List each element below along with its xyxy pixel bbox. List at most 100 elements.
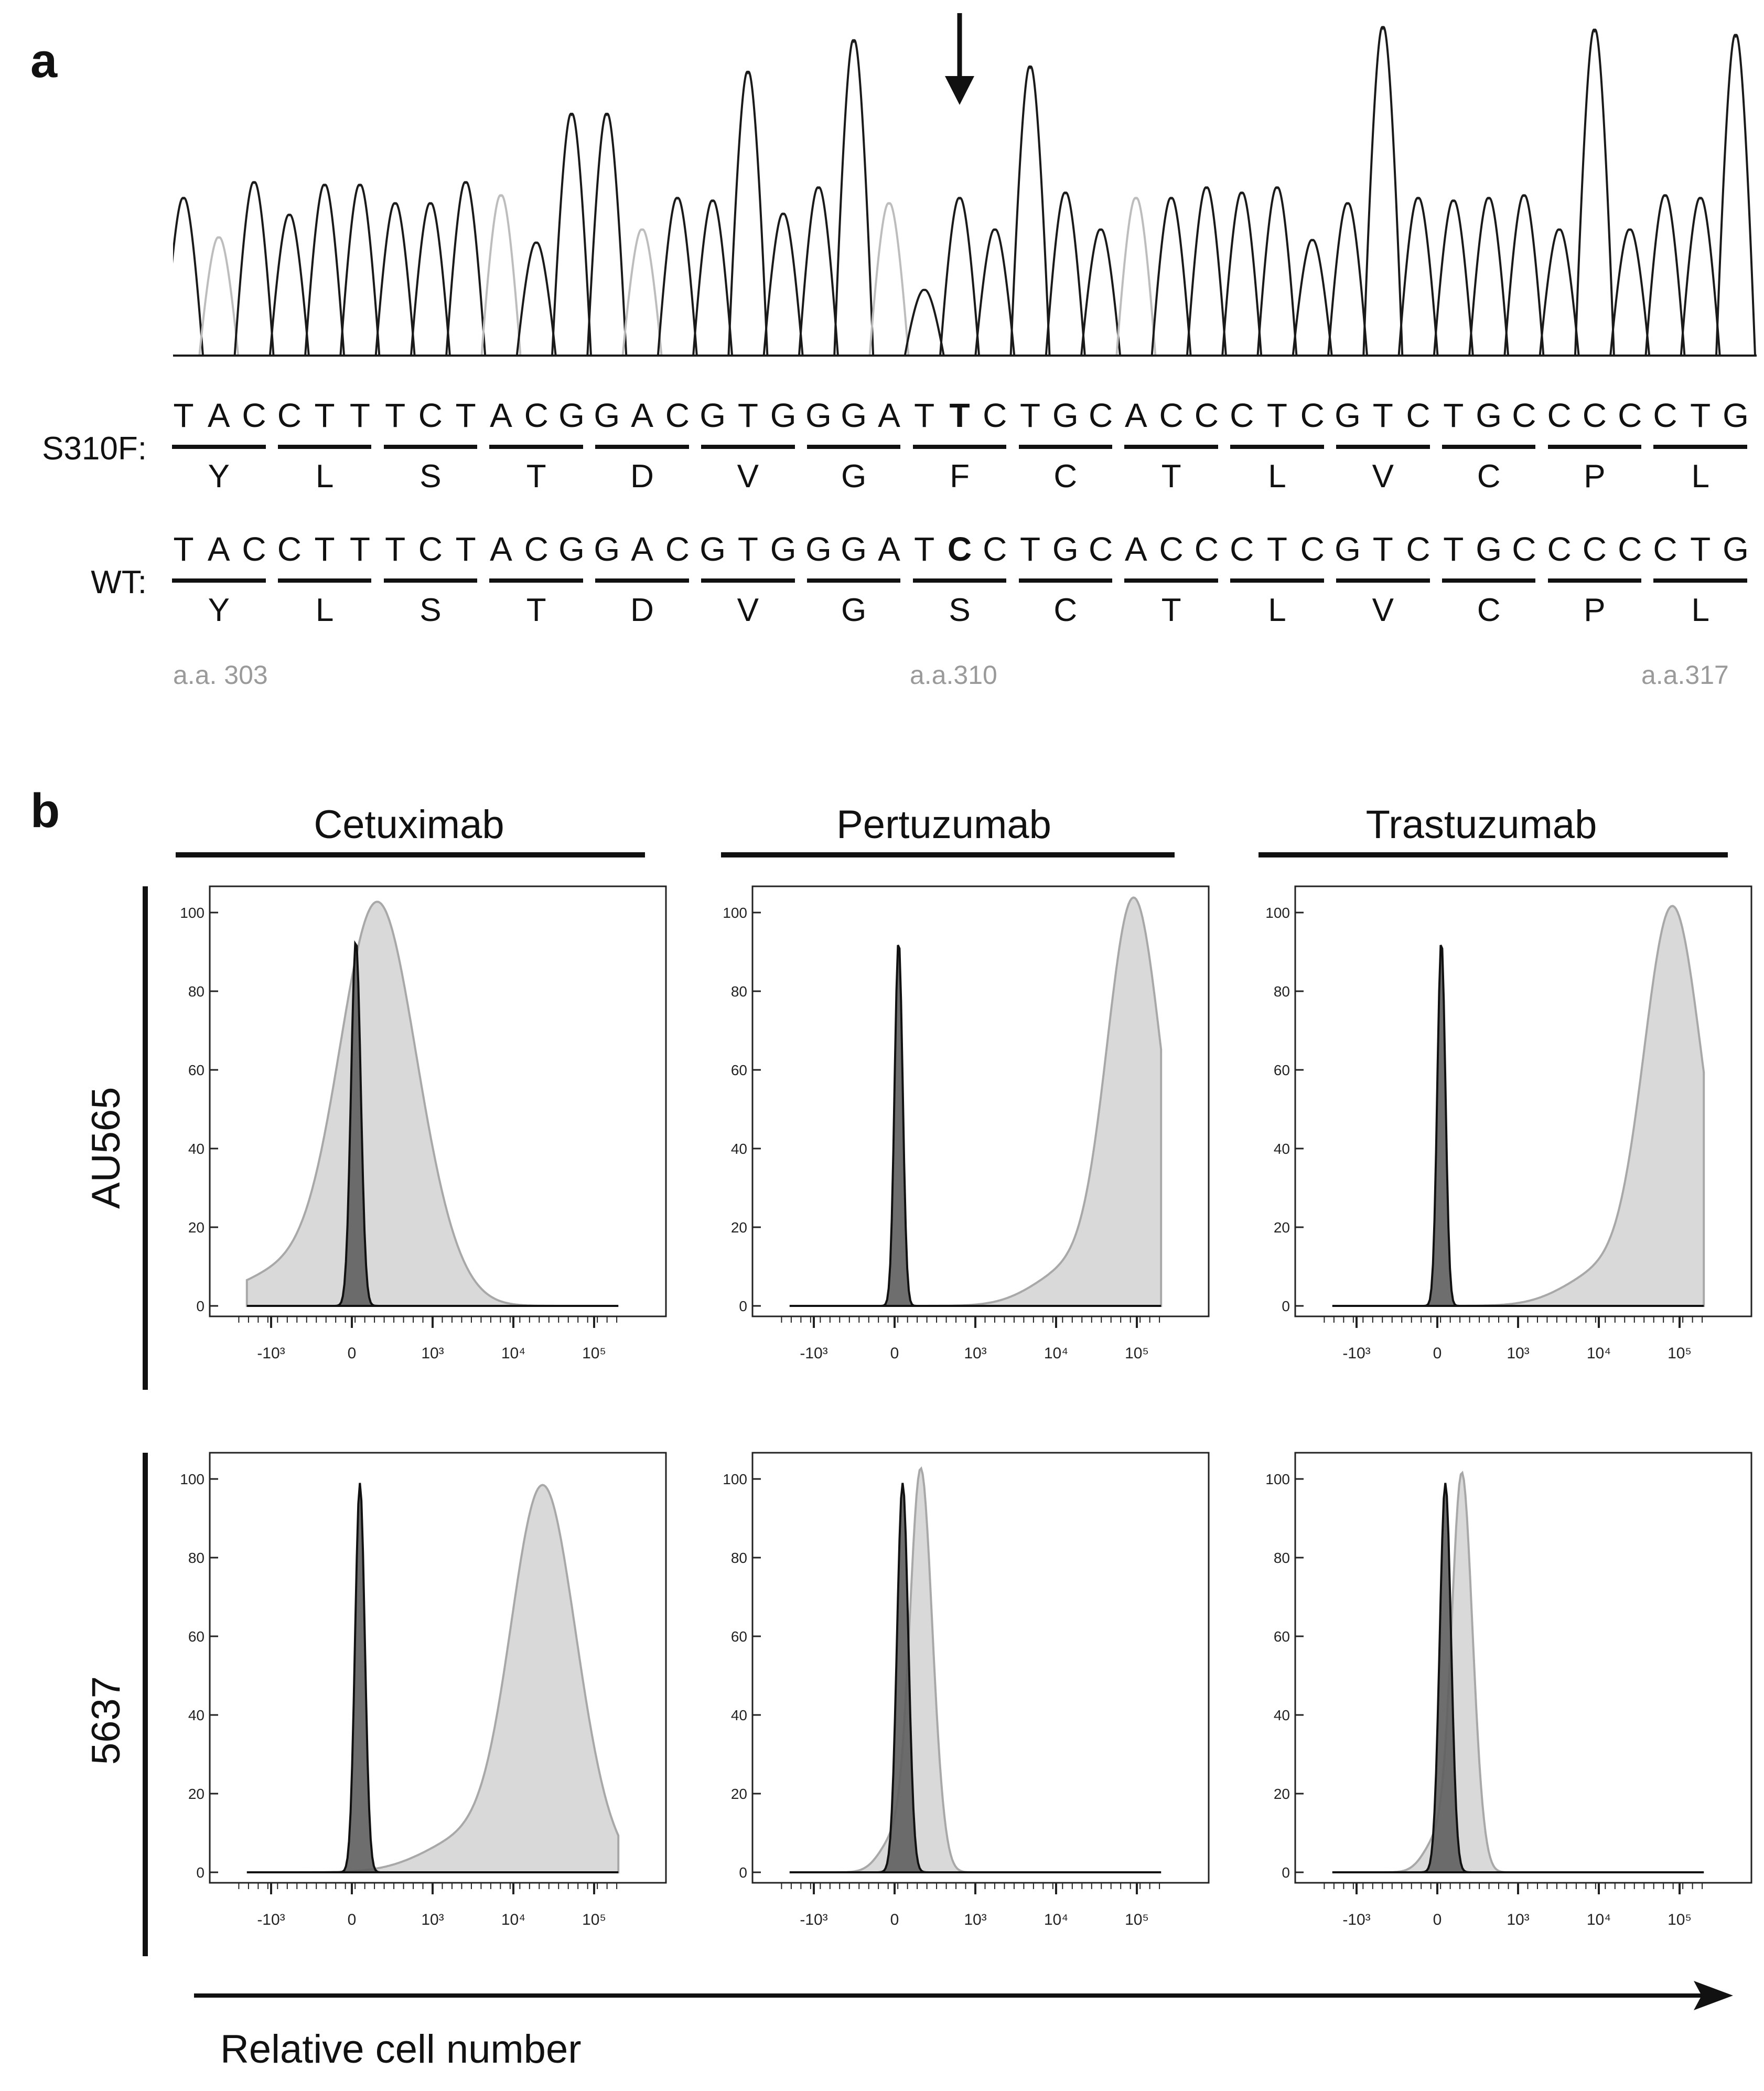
y-tick-label: 20 — [731, 1219, 747, 1236]
base-letter: C — [665, 396, 690, 434]
position-label-303: a.a. 303 — [173, 660, 268, 690]
base-letter: A — [490, 530, 512, 568]
base-letter: C — [242, 530, 266, 568]
codon-underline — [1018, 578, 1113, 583]
base-letter: G — [770, 530, 797, 568]
y-tick-label: 20 — [188, 1219, 205, 1236]
base-letter: C — [1230, 530, 1254, 568]
panel-a-label: a — [30, 34, 58, 88]
base-letter: G — [1476, 530, 1502, 568]
x-tick-label: 10³ — [421, 1345, 444, 1362]
base-letter: C — [1547, 396, 1572, 434]
y-tick-label: 0 — [196, 1864, 205, 1881]
amino-acid-letter: F — [950, 458, 970, 495]
chromatogram-peak — [1503, 194, 1545, 356]
antibody-label-pertuzumab: Pertuzumab — [836, 802, 1051, 847]
chromatogram-peak — [974, 228, 1016, 356]
mutation-arrow-icon — [945, 76, 974, 105]
y-tick-label: 20 — [1274, 1219, 1290, 1236]
base-letter: T — [1372, 530, 1393, 568]
base-letter: C — [1512, 530, 1536, 568]
chromatogram-peak — [1292, 239, 1333, 356]
amino-acid-letter: C — [1477, 592, 1501, 628]
chromatogram-peak — [198, 236, 240, 356]
x-tick-label: 10⁵ — [582, 1345, 606, 1362]
codon-underline — [1653, 445, 1747, 449]
codon-underline — [806, 445, 901, 449]
chromatogram-peak — [727, 70, 769, 356]
codon-underline — [172, 578, 266, 583]
base-letter: T — [1266, 530, 1287, 568]
codon-underline — [489, 578, 583, 583]
y-tick-label: 80 — [731, 1550, 747, 1566]
chromatogram-peak — [621, 228, 663, 356]
y-tick-label: 80 — [1274, 1550, 1290, 1566]
base-letter: C — [1618, 530, 1642, 568]
base-letter: A — [207, 530, 230, 568]
x-axis-arrow — [194, 1981, 1733, 2010]
base-letter: G — [558, 396, 585, 434]
wt-row-label: WT: — [91, 564, 147, 601]
x-tick-label: 10⁴ — [1044, 1911, 1068, 1928]
base-letter: G — [594, 396, 620, 434]
y-tick-label: 20 — [188, 1786, 205, 1802]
x-tick-label: 10⁴ — [1587, 1345, 1611, 1362]
chromatogram-peak — [1362, 26, 1404, 356]
base-letter: A — [1125, 396, 1147, 434]
histogram-panel: 0 20 40 60 80 100 -10³ 0 10³ 10⁴ 10⁵ — [1265, 1452, 1752, 1928]
base-letter: C — [1653, 396, 1677, 434]
chromatogram-peak — [939, 197, 980, 356]
base-letter: T — [314, 530, 335, 568]
chromatogram-peak — [1433, 199, 1474, 356]
codon-underline — [701, 578, 795, 583]
base-letter: A — [490, 396, 512, 434]
codon-underline — [489, 445, 583, 449]
base-letter: G — [805, 530, 832, 568]
x-tick-label: 10³ — [1507, 1911, 1529, 1928]
base-letter: T — [455, 530, 476, 568]
base-letter: A — [878, 530, 900, 568]
base-letter: C — [1300, 530, 1325, 568]
amino-acid-letter: Y — [208, 458, 230, 495]
x-tick-label: 10⁴ — [1044, 1345, 1068, 1362]
y-tick-label: 80 — [188, 983, 205, 1000]
chromatogram-peak — [1715, 34, 1756, 356]
chromatogram-peak — [515, 241, 557, 356]
codon-underline — [1336, 578, 1430, 583]
x-tick-label: -10³ — [1342, 1911, 1370, 1928]
panel-b-label: b — [30, 784, 60, 838]
chromatogram-peak — [1609, 228, 1651, 356]
x-tick-label: 0 — [890, 1911, 899, 1928]
amino-acid-letter: C — [1053, 458, 1078, 495]
base-letter: A — [1125, 530, 1147, 568]
base-letter: C — [1088, 396, 1113, 434]
base-letter: C — [1159, 396, 1184, 434]
chromatogram-peak — [233, 181, 275, 356]
x-tick-label: 10³ — [421, 1911, 444, 1928]
base-letter: A — [631, 530, 653, 568]
x-tick-label: -10³ — [800, 1345, 827, 1362]
base-letter: C — [1406, 396, 1430, 434]
base-letter: C — [1088, 530, 1113, 568]
base-letter: G — [594, 530, 620, 568]
base-letter: C — [947, 530, 972, 568]
row-bracket — [143, 886, 148, 1390]
codon-underline — [806, 578, 901, 583]
codon-underline — [277, 578, 372, 583]
codon-underline — [912, 445, 1007, 449]
y-tick-label: 100 — [723, 905, 747, 921]
chromatogram-peak — [1009, 65, 1051, 356]
base-letter: T — [1019, 396, 1041, 434]
base-letter: T — [1690, 530, 1711, 568]
base-letter: T — [173, 396, 194, 434]
base-letter: T — [914, 530, 935, 568]
base-letter: A — [207, 396, 230, 434]
chromatogram-peak — [903, 288, 945, 356]
y-tick-label: 80 — [188, 1550, 205, 1566]
base-letter: C — [1194, 396, 1219, 434]
amino-acid-letter: V — [737, 458, 759, 495]
base-letter: C — [418, 396, 443, 434]
chromatogram-peak — [1468, 197, 1510, 356]
amino-acid-letter: L — [1691, 592, 1709, 628]
